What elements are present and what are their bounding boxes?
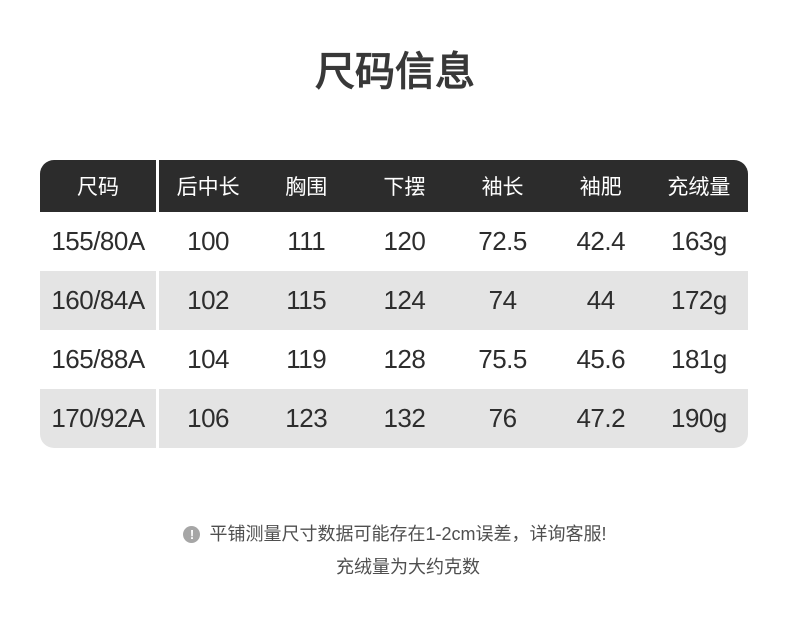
table-cell: 76 [488, 403, 517, 433]
header-cell-chest: 胸围 [285, 176, 328, 199]
table-cell: 128 [383, 344, 426, 374]
table-cell: 111 [287, 226, 326, 256]
note-text-measure-tolerance: 平铺测量尺寸数据可能存在1-2cm误差，详询客服! [209, 524, 607, 544]
header-cell-back-length: 后中长 [176, 176, 240, 199]
table-cell: 47.2 [576, 403, 626, 433]
table-cell: 190g [670, 403, 727, 433]
table-cell: 74 [488, 285, 517, 315]
table-cell: 42.4 [576, 226, 626, 256]
table-cell-size: 160/84A [40, 271, 159, 330]
table-cell: 132 [383, 403, 426, 433]
table-cell-size: 170/92A [40, 389, 159, 448]
table-cell: 124 [383, 285, 426, 315]
table-cell: 120 [383, 226, 426, 256]
table-row: 160/84A 102 115 124 74 44 172g [40, 271, 748, 330]
note-line-1: ! 平铺测量尺寸数据可能存在1-2cm误差，详询客服! [183, 524, 607, 546]
table-cell: 181g [670, 344, 727, 374]
table-cell: 106 [187, 403, 230, 433]
table-cell: 104 [187, 344, 230, 374]
size-table: 尺码 后中长 胸围 下摆 袖长 袖肥 充绒量 155/80A 100 111 1… [40, 160, 748, 448]
table-cell: 163g [670, 226, 727, 256]
table-cell: 72.5 [478, 226, 527, 256]
header-cell-sleeve-width: 袖肥 [579, 176, 622, 199]
table-cell-size: 155/80A [40, 212, 159, 271]
header-cell-size: 尺码 [40, 160, 159, 212]
table-cell: 44 [586, 285, 615, 315]
table-cell: 115 [286, 285, 327, 315]
page-title: 尺码信息 [315, 50, 475, 94]
table-cell: 102 [187, 285, 230, 315]
table-cell: 45.6 [576, 344, 626, 374]
table-cell: 100 [187, 226, 230, 256]
table-header-row: 尺码 后中长 胸围 下摆 袖长 袖肥 充绒量 [40, 160, 748, 212]
table-cell-size: 165/88A [40, 330, 159, 389]
exclamation-circle-icon: ! [183, 526, 201, 544]
table-row: 165/88A 104 119 128 75.5 45.6 181g [40, 330, 748, 389]
table-row: 155/80A 100 111 120 72.5 42.4 163g [40, 212, 748, 271]
note-text-down-fill-approx: 充绒量为大约克数 [335, 556, 480, 577]
size-note: ! 平铺测量尺寸数据可能存在1-2cm误差，详询客服! 充绒量为大约克数 [183, 524, 607, 578]
table-cell: 172g [670, 285, 727, 315]
table-cell: 123 [285, 403, 328, 433]
header-cell-down-fill: 充绒量 [667, 176, 731, 199]
table-cell: 119 [286, 344, 327, 374]
header-cell-sleeve-length: 袖长 [481, 176, 524, 199]
header-cell-hem: 下摆 [383, 176, 426, 199]
table-row: 170/92A 106 123 132 76 47.2 190g [40, 389, 748, 448]
table-cell: 75.5 [478, 344, 527, 374]
